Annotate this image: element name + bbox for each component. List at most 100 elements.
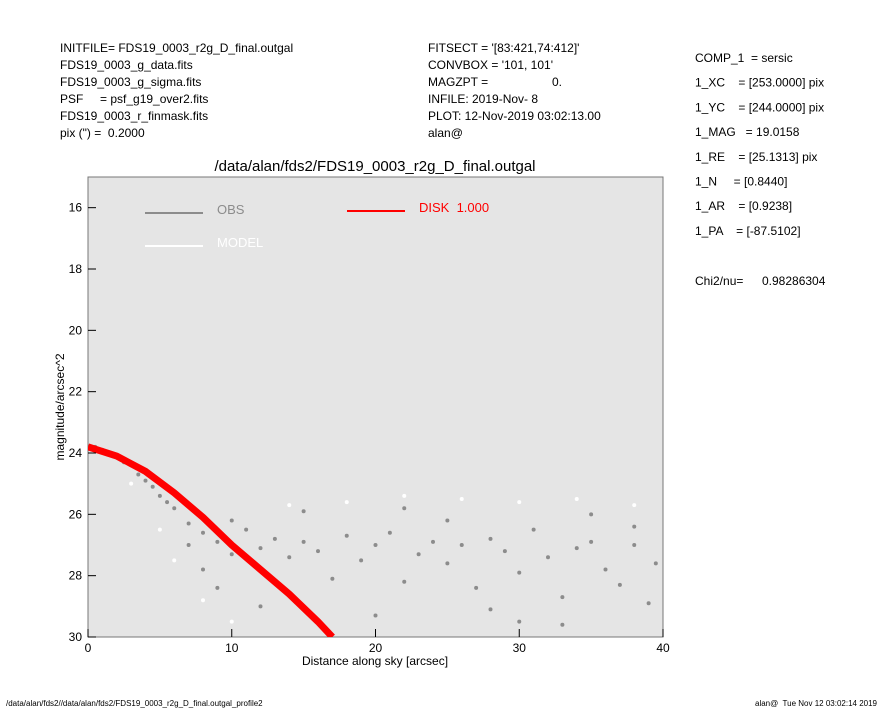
header-text: INITFILE= FDS19_0003_r2g_D_final.outgal xyxy=(60,41,293,55)
data-point xyxy=(560,595,565,600)
header-text: PLOT: 12-Nov-2019 03:02:13.00 xyxy=(428,109,601,123)
data-point xyxy=(431,539,435,544)
data-point xyxy=(646,601,651,606)
footer-left: /data/alan/fds2//data/alan/fds2/FDS19_00… xyxy=(6,699,263,708)
data-point xyxy=(373,613,378,618)
data-point xyxy=(574,546,579,551)
legend-label: DISK 1.000 xyxy=(419,200,489,215)
fit-param: COMP_1 = sersic xyxy=(695,51,793,65)
data-point xyxy=(244,527,249,532)
data-point xyxy=(229,552,234,557)
header-text: CONVBOX = '101, 101' xyxy=(428,58,553,72)
data-point xyxy=(632,503,637,508)
data-point xyxy=(330,576,335,581)
footer-right: alan@ Tue Nov 12 03:02:14 2019 xyxy=(755,699,878,708)
data-point xyxy=(136,472,141,477)
data-point xyxy=(150,484,155,489)
data-point xyxy=(546,555,550,560)
data-point xyxy=(632,524,637,529)
data-point xyxy=(301,509,306,514)
data-point xyxy=(344,533,349,538)
data-point xyxy=(287,503,292,508)
header-text: MAGZPT = xyxy=(428,75,488,89)
header-text: FITSECT = '[83:421,74:412]' xyxy=(428,41,579,55)
data-point xyxy=(186,543,191,547)
data-point xyxy=(186,521,191,526)
fit-param: 1_RE = [25.1313] pix xyxy=(695,150,817,164)
data-point xyxy=(517,619,522,624)
data-point xyxy=(387,530,392,535)
data-point xyxy=(215,585,220,590)
header-text: FDS19_0003_r_finmask.fits xyxy=(60,109,208,123)
fit-param: 1_XC = [253.0000] pix xyxy=(695,76,824,90)
data-point xyxy=(574,497,579,501)
data-point xyxy=(560,622,565,627)
data-point xyxy=(157,527,162,532)
data-point xyxy=(402,579,407,584)
x-tick-label: 20 xyxy=(369,641,383,655)
data-point xyxy=(488,607,493,612)
data-point xyxy=(344,500,349,505)
header-text: alan@ xyxy=(428,126,463,140)
data-point xyxy=(272,536,277,541)
y-tick-label: 18 xyxy=(69,262,83,276)
chart-title: /data/alan/fds2/FDS19_0003_r2g_D_final.o… xyxy=(214,158,535,175)
y-tick-label: 28 xyxy=(69,569,83,583)
y-tick-label: 26 xyxy=(69,507,83,521)
data-point xyxy=(157,493,162,498)
y-tick-label: 20 xyxy=(69,323,83,337)
data-point xyxy=(502,549,507,554)
data-point xyxy=(258,546,263,551)
data-point xyxy=(301,539,306,544)
data-point xyxy=(229,619,234,624)
data-point xyxy=(445,561,450,566)
x-tick-label: 0 xyxy=(85,641,92,655)
header-text: FDS19_0003_g_data.fits xyxy=(60,58,193,72)
data-point xyxy=(517,500,522,505)
data-point xyxy=(359,558,364,563)
plot-area xyxy=(87,176,664,638)
fit-param: 1_MAG = 19.0158 xyxy=(695,125,800,139)
data-point xyxy=(653,561,658,566)
chi2-value: 0.98286304 xyxy=(762,274,826,288)
data-point xyxy=(488,536,493,541)
y-axis-label: magnitude/arcsec^2 xyxy=(53,353,67,460)
data-point xyxy=(416,552,421,557)
legend-label: MODEL xyxy=(217,235,263,250)
x-axis-label: Distance along sky [arcsec] xyxy=(302,654,448,668)
data-point xyxy=(165,500,170,505)
data-point xyxy=(459,543,464,547)
data-point xyxy=(517,570,522,575)
data-point xyxy=(201,530,205,535)
data-point xyxy=(143,478,148,483)
data-point xyxy=(201,567,205,572)
data-point xyxy=(316,549,320,554)
chi2-label: Chi2/nu= xyxy=(695,274,743,288)
data-point xyxy=(373,543,378,547)
y-tick-label: 16 xyxy=(69,201,83,215)
data-point xyxy=(402,506,407,511)
data-point xyxy=(258,604,263,609)
data-point xyxy=(201,598,205,603)
legend-label: OBS xyxy=(217,202,245,217)
data-point xyxy=(589,539,594,544)
data-point xyxy=(287,555,292,560)
data-point xyxy=(215,539,220,544)
fit-param: 1_PA = [-87.5102] xyxy=(695,224,801,238)
data-point xyxy=(459,497,464,501)
header-value: 0. xyxy=(552,75,562,89)
header-text: INFILE: 2019-Nov- 8 xyxy=(428,92,538,106)
data-point xyxy=(589,512,594,517)
data-point xyxy=(129,481,134,486)
profile-line xyxy=(88,443,335,637)
plot-marks xyxy=(88,443,658,637)
fit-param: 1_AR = [0.9238] xyxy=(695,199,792,213)
data-point xyxy=(632,543,637,547)
fit-param: 1_YC = [244.0000] pix xyxy=(695,100,824,114)
data-point xyxy=(172,558,177,563)
x-tick-label: 10 xyxy=(225,641,239,655)
data-point xyxy=(531,527,536,532)
fit-param: 1_N = [0.8440] xyxy=(695,175,787,189)
x-tick-label: 30 xyxy=(513,641,527,655)
